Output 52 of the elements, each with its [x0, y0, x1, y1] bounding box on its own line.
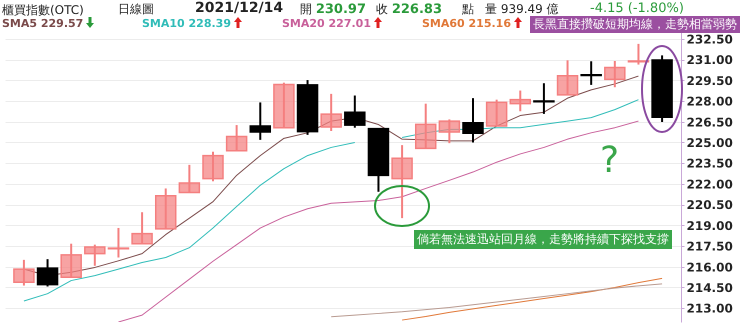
line-series — [402, 278, 663, 321]
annotation: 倘若無法速迅站回月線，走勢將持續下探找支撐 — [414, 230, 672, 249]
text: 開 230.97 — [300, 1, 366, 18]
candlestick — [391, 144, 413, 220]
text: 點 — [462, 1, 474, 18]
candlestick — [250, 101, 272, 141]
candlestick — [320, 92, 342, 132]
text: -4.15 (-1.80%) — [590, 1, 684, 16]
candlestick — [510, 90, 532, 112]
text: SMA20 227.01 — [282, 17, 372, 30]
y-tick-label: 222.00 — [686, 177, 733, 192]
y-tick-label: 216.00 — [686, 260, 733, 274]
text: 日線圖 — [118, 1, 154, 18]
y-tick-label: 213.00 — [686, 302, 733, 316]
candlestick — [580, 60, 602, 86]
text: 長黑直接攢破短期均線，走勢相當弱勢 — [530, 16, 740, 33]
candlestick — [36, 258, 58, 288]
candlestick — [533, 82, 555, 115]
line-series — [330, 283, 663, 318]
chart-title: 櫃買指數(OTC) — [2, 2, 84, 18]
candlestick — [13, 258, 35, 287]
text: 收 226.83 — [376, 1, 442, 18]
y-tick-label: 217.50 — [686, 240, 733, 254]
candlestick — [60, 242, 82, 279]
y-tick-label: 231.00 — [686, 53, 733, 68]
y-tick-label: 220.50 — [686, 198, 733, 212]
candlestick — [108, 226, 130, 259]
text: SMA5 229.57 — [2, 17, 84, 30]
y-tick-label: 219.00 — [686, 218, 733, 233]
text: SMA10 228.39 — [142, 17, 232, 30]
text: SMA60 215.16 — [422, 17, 512, 30]
y-tick-label: 223.50 — [686, 156, 733, 171]
y-tick-label: 232.50 — [686, 32, 733, 46]
candlestick — [344, 94, 366, 129]
candlestick — [556, 59, 578, 96]
y-tick-label: 225.00 — [686, 136, 733, 150]
candlestick — [604, 60, 626, 88]
candlestick — [84, 244, 106, 267]
candlestick — [226, 124, 248, 152]
y-tick-label: 226.50 — [686, 115, 733, 130]
text: 2021/12/14 — [195, 0, 284, 16]
text: 量 939.49 億 — [485, 1, 559, 18]
candlestick — [178, 164, 200, 194]
y-tick-label: 228.00 — [686, 94, 733, 109]
y-tick-label: 229.50 — [686, 74, 733, 88]
y-tick-label: 214.50 — [686, 280, 733, 295]
candlestick — [462, 97, 484, 144]
candlestick — [438, 118, 460, 144]
candlestick — [202, 150, 224, 182]
candlestick — [486, 98, 508, 128]
candlestick — [131, 211, 153, 245]
annotation: ? — [600, 140, 620, 181]
